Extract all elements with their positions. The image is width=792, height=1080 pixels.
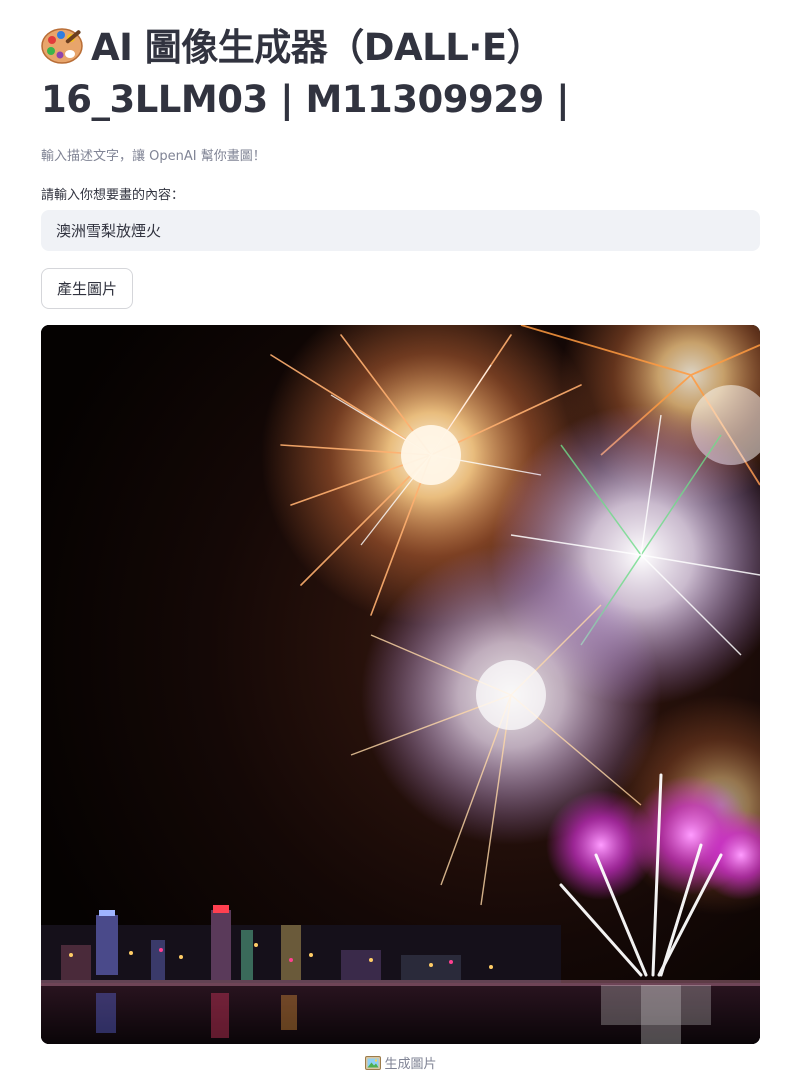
title-line-1: AI 圖像生成器（DALL·E） (41, 22, 761, 74)
title-line-2: 16_3LLM03 | M11309929 | (41, 78, 570, 121)
page-title: AI 圖像生成器（DALL·E） 16_3LLM03 | M11309929 | (41, 22, 761, 126)
caption-text: 生成圖片 (384, 1057, 437, 1072)
subtitle-text: 輸入描述文字，讓 OpenAI 幫你畫圖！ (41, 149, 266, 164)
fireworks-image (41, 325, 760, 1044)
generated-image (41, 325, 760, 1044)
artist-palette-icon (41, 28, 83, 64)
framed-picture-icon (365, 1056, 382, 1070)
generate-image-button[interactable]: 產生圖片 (41, 268, 133, 309)
prompt-input[interactable] (41, 210, 760, 251)
title-text-1: AI 圖像生成器（DALL·E） (91, 26, 544, 69)
prompt-label: 請輸入你想要畫的內容： (41, 188, 185, 203)
image-caption: 生成圖片 (0, 1053, 792, 1072)
